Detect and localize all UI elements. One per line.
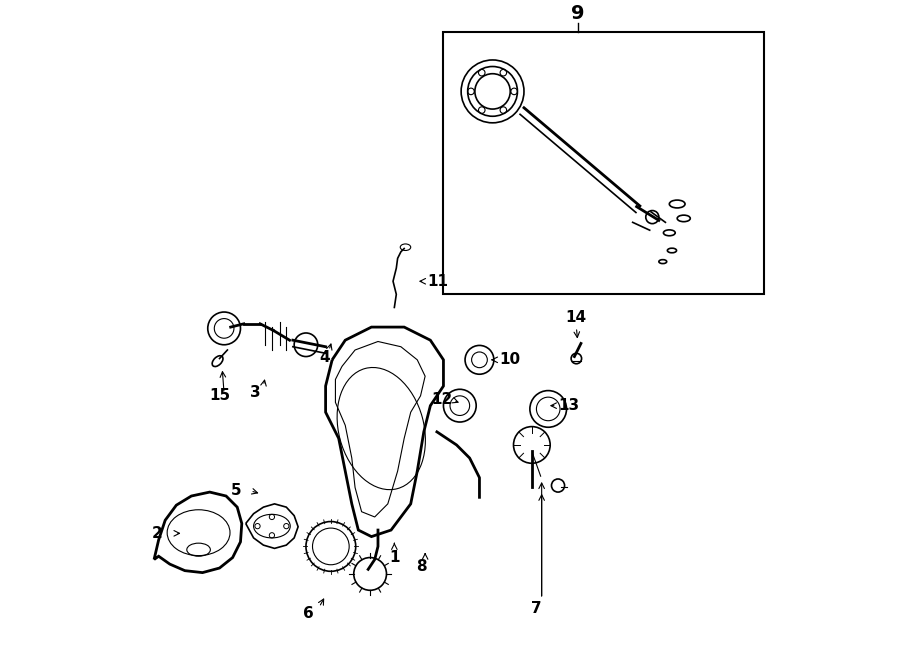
Text: 5: 5 xyxy=(230,483,241,498)
Text: 10: 10 xyxy=(500,352,521,368)
Circle shape xyxy=(530,391,566,427)
Text: 6: 6 xyxy=(302,606,313,621)
PathPatch shape xyxy=(154,492,242,572)
Circle shape xyxy=(465,346,494,374)
Circle shape xyxy=(294,333,318,356)
Text: 2: 2 xyxy=(151,526,162,541)
PathPatch shape xyxy=(326,327,444,537)
Circle shape xyxy=(306,522,356,571)
Text: 13: 13 xyxy=(559,398,580,413)
Text: 11: 11 xyxy=(428,274,449,289)
Text: 8: 8 xyxy=(416,559,427,574)
Circle shape xyxy=(514,426,550,463)
Bar xyxy=(444,32,764,294)
Text: 14: 14 xyxy=(566,310,587,325)
Text: 15: 15 xyxy=(209,388,230,403)
PathPatch shape xyxy=(246,504,298,549)
Ellipse shape xyxy=(444,389,476,422)
Text: 4: 4 xyxy=(319,350,329,366)
Text: 1: 1 xyxy=(389,550,400,565)
Circle shape xyxy=(208,312,240,345)
Circle shape xyxy=(354,558,386,590)
Text: 9: 9 xyxy=(571,4,584,22)
Text: 7: 7 xyxy=(531,601,542,616)
Text: 3: 3 xyxy=(250,385,261,400)
Text: 12: 12 xyxy=(431,391,452,407)
